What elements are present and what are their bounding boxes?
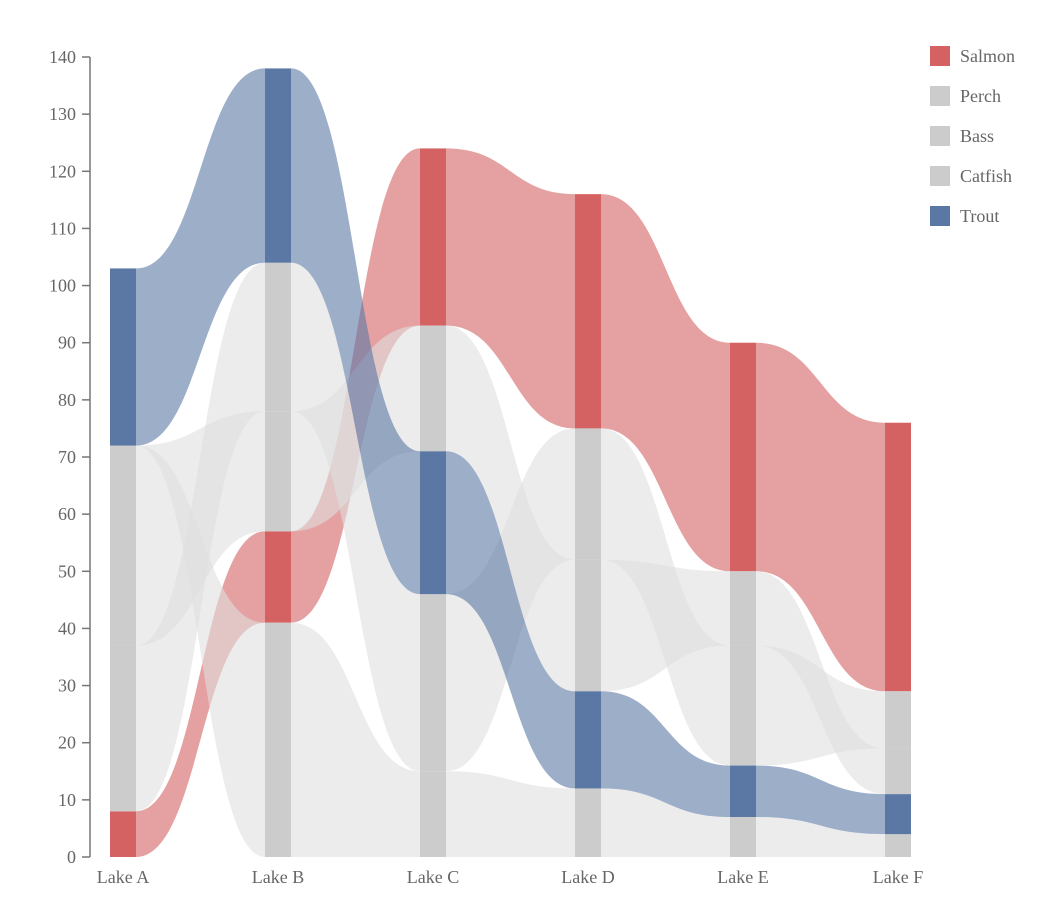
node-catfish-lake-c [420, 771, 446, 857]
legend: Salmon Perch Bass Catfish Trout [930, 46, 1015, 226]
legend-label-trout: Trout [960, 206, 999, 226]
node-perch-lake-c [420, 594, 446, 772]
node-bass-lake-d [575, 559, 601, 692]
y-tick-label: 140 [49, 47, 76, 67]
node-perch-lake-b [265, 262, 291, 412]
y-tick-label: 120 [49, 161, 76, 181]
legend-label-bass: Bass [960, 126, 994, 146]
legend-label-catfish: Catfish [960, 166, 1012, 186]
legend-label-salmon: Salmon [960, 46, 1015, 66]
flow-catfish-lake-a-to-lake-b [136, 445, 265, 857]
x-tick-label-lake-f: Lake F [873, 867, 923, 887]
node-bass-lake-c [420, 325, 446, 452]
legend-swatch-trout [930, 206, 950, 226]
x-tick-label-lake-e: Lake E [717, 867, 768, 887]
y-tick-label: 40 [58, 618, 76, 638]
flow-bands [136, 68, 885, 857]
node-bass-lake-a [110, 445, 136, 646]
node-catfish-lake-e [730, 817, 756, 857]
y-tick-label: 0 [67, 847, 76, 867]
flow-bass-lake-c-to-lake-d [446, 325, 575, 692]
node-salmon-lake-d [575, 194, 601, 429]
legend-swatch-bass [930, 126, 950, 146]
flow-catfish-lake-d-to-lake-e [601, 788, 730, 857]
node-catfish-lake-d [575, 788, 601, 857]
x-tick-label-lake-c: Lake C [407, 867, 459, 887]
legend-swatch-perch [930, 86, 950, 106]
flow-trout-lake-c-to-lake-d [446, 451, 575, 789]
node-trout-lake-c [420, 451, 446, 595]
flow-catfish-lake-b-to-lake-c [291, 622, 420, 857]
flow-salmon-lake-c-to-lake-d [446, 148, 575, 429]
y-tick-label: 50 [58, 561, 76, 581]
node-catfish-lake-b [265, 622, 291, 857]
flow-trout-lake-a-to-lake-b [136, 68, 265, 446]
flow-bass-lake-d-to-lake-e [601, 559, 730, 692]
flow-trout-lake-b-to-lake-c [291, 68, 420, 595]
flow-salmon-lake-e-to-lake-f [756, 342, 885, 692]
node-trout-lake-d [575, 691, 601, 789]
x-tick-label-lake-d: Lake D [561, 867, 614, 887]
flow-trout-lake-e-to-lake-f [756, 765, 885, 835]
y-axis: 0 10 20 30 40 50 60 70 80 90 100 110 120 130 140 [49, 47, 91, 867]
flow-bass-lake-e-to-lake-f [756, 571, 885, 795]
y-tick-label: 70 [58, 447, 76, 467]
node-perch-lake-d [575, 428, 601, 560]
legend-swatch-catfish [930, 166, 950, 186]
lake-node-bars [110, 68, 911, 857]
node-bass-lake-b [265, 411, 291, 532]
node-salmon-lake-e [730, 342, 756, 572]
node-perch-lake-a [110, 645, 136, 812]
flow-catfish-lake-e-to-lake-f [756, 817, 885, 857]
y-tick-label: 110 [50, 218, 76, 238]
x-tick-label-lake-b: Lake B [252, 867, 304, 887]
node-salmon-lake-b [265, 531, 291, 623]
node-salmon-lake-f [885, 422, 911, 692]
flow-trout-lake-d-to-lake-e [601, 691, 730, 817]
y-tick-label: 90 [58, 333, 76, 353]
flow-perch-lake-b-to-lake-c [291, 262, 420, 772]
y-tick-label: 80 [58, 390, 76, 410]
y-tick-label: 10 [58, 790, 76, 810]
y-tick-label: 30 [58, 676, 76, 696]
flow-salmon-lake-d-to-lake-e [601, 194, 730, 572]
node-perch-lake-e [730, 645, 756, 766]
node-trout-lake-f [885, 794, 911, 835]
legend-label-perch: Perch [960, 86, 1001, 106]
node-trout-lake-a [110, 268, 136, 446]
y-tick-label: 20 [58, 733, 76, 753]
y-tick-label: 60 [58, 504, 76, 524]
legend-swatch-salmon [930, 46, 950, 66]
y-tick-label: 100 [49, 276, 76, 296]
node-trout-lake-b [265, 68, 291, 263]
node-perch-lake-f [885, 691, 911, 749]
node-bass-lake-e [730, 571, 756, 646]
node-trout-lake-e [730, 765, 756, 817]
y-tick-label: 130 [49, 104, 76, 124]
node-salmon-lake-a [110, 811, 136, 857]
x-axis: Lake A Lake B Lake C Lake D Lake E Lake F [97, 867, 923, 887]
flow-catfish-lake-c-to-lake-d [446, 771, 575, 857]
node-catfish-lake-f [885, 834, 911, 857]
node-bass-lake-f [885, 748, 911, 795]
node-salmon-lake-c [420, 148, 446, 326]
x-tick-label-lake-a: Lake A [97, 867, 149, 887]
